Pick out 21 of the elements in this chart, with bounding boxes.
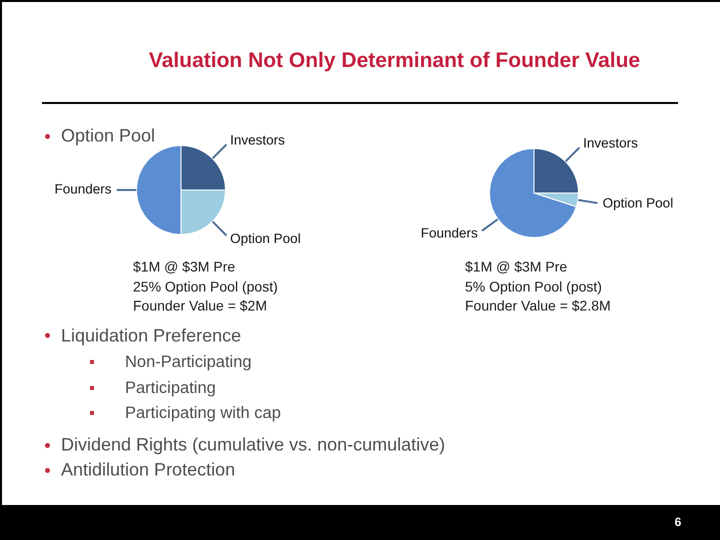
slice-label: Investors xyxy=(582,136,638,151)
text: 25% Option Pool (post) xyxy=(133,278,278,295)
text: 5% Option Pool (post) xyxy=(465,278,602,295)
text: Valuation Not Only Determinant of Founder Value xyxy=(148,49,640,73)
text: Dividend Rights (cumulative vs. non-cumulative) xyxy=(61,434,446,456)
text: Participating with cap xyxy=(125,403,281,423)
slice-label: Investors xyxy=(230,132,285,148)
slice-label: Option Pool xyxy=(602,196,673,211)
slice-label: Option Pool xyxy=(230,230,300,246)
text: Non-Participating xyxy=(125,352,252,372)
text: $1M @ $3M Pre xyxy=(465,258,568,276)
text: Participating xyxy=(125,378,216,398)
slice-label: Founders xyxy=(420,226,478,241)
text: Antidilution Protection xyxy=(61,460,236,480)
text: $1M @ $3M Pre xyxy=(133,258,236,276)
text: Option Pool xyxy=(61,126,156,146)
text: Liquidation Preference xyxy=(61,325,242,346)
text: 6 xyxy=(674,515,682,529)
slice-label: Founders xyxy=(54,181,112,196)
text: Founder Value = $2.8M xyxy=(465,298,611,314)
text: Founder Value = $2M xyxy=(133,298,267,314)
